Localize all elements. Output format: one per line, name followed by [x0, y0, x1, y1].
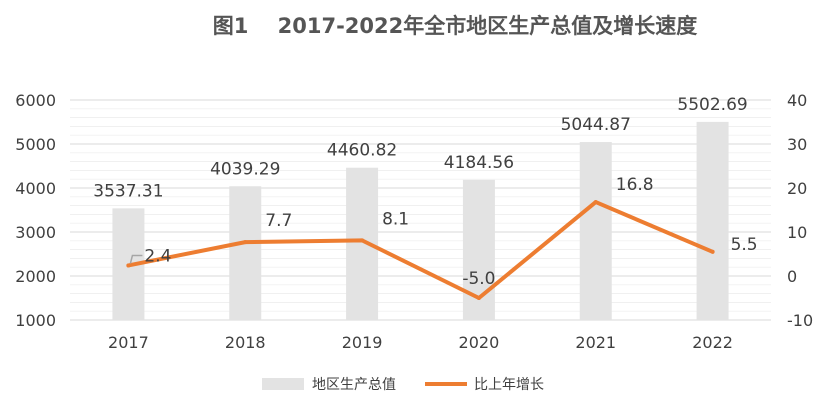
bar-value-label: 3537.31: [93, 181, 163, 201]
line-growth-rate: [126, 200, 715, 300]
x-tick-label: 2018: [225, 333, 266, 352]
y-right-tick-label: 0: [787, 267, 797, 286]
line-value-label: 5.5: [731, 235, 758, 255]
bar-value-label: 4184.56: [444, 153, 514, 173]
y-right-tick-label: 40: [787, 91, 807, 110]
label-leader-line: [129, 254, 143, 264]
line-series: [126, 200, 715, 300]
line-value-label: 16.8: [616, 175, 654, 195]
bar-series: [112, 121, 729, 320]
line-point: [360, 238, 365, 243]
bar-value-label: 5502.69: [677, 95, 747, 115]
line-value-label: 7.7: [265, 211, 292, 231]
bar-value-label: 5044.87: [561, 115, 631, 135]
legend-label-bar: 地区生产总值: [312, 377, 396, 393]
bar-gdp: [579, 142, 612, 320]
x-tick-label: 2022: [692, 333, 733, 352]
line-point: [476, 296, 481, 300]
y-left-tick-label: 5000: [15, 135, 56, 154]
x-tick-label: 2021: [575, 333, 616, 352]
legend-swatch-bar: [262, 378, 304, 390]
bar-gdp: [696, 121, 729, 320]
bar-value-label: 4460.82: [327, 141, 397, 161]
y-right-tick-label: 10: [787, 223, 807, 242]
axes: 6000 5000 4000 3000 2000 1000 40 30 20 10 0 -10 2017…: [15, 91, 813, 352]
legend: 地区生产总值 比上年增长: [262, 377, 544, 393]
y-left-tick-label: 4000: [15, 179, 56, 198]
grid-lines: [70, 99, 771, 321]
line-point: [243, 240, 248, 245]
x-tick-label: 2017: [108, 333, 149, 352]
x-tick-label: 2019: [342, 333, 383, 352]
x-tick-label: 2020: [459, 333, 500, 352]
y-right-tick-label: 20: [787, 179, 807, 198]
line-point: [710, 249, 715, 254]
y-right-tick-label: 30: [787, 135, 807, 154]
y-left-tick-label: 3000: [15, 223, 56, 242]
line-value-label: -5.0: [462, 269, 495, 289]
y-left-tick-label: 1000: [15, 311, 56, 330]
bar-value-label: 4039.29: [210, 159, 280, 179]
y-right-tick-label: -10: [787, 311, 813, 330]
y-left-tick-label: 2000: [15, 267, 56, 286]
bar-gdp: [229, 186, 262, 320]
line-point: [126, 263, 131, 268]
chart-title: 图1 2017-2022年全市地区生产总值及增长速度: [213, 14, 697, 38]
y-left-tick-label: 6000: [15, 91, 56, 110]
line-value-label: 8.1: [382, 209, 409, 229]
data-labels: 3537.31 4039.29 4460.82 4184.56 5044.87 5502.…: [93, 95, 757, 289]
legend-label-line: 比上年增长: [474, 377, 544, 393]
line-point: [593, 200, 598, 205]
line-value-label: 2.4: [144, 246, 171, 266]
